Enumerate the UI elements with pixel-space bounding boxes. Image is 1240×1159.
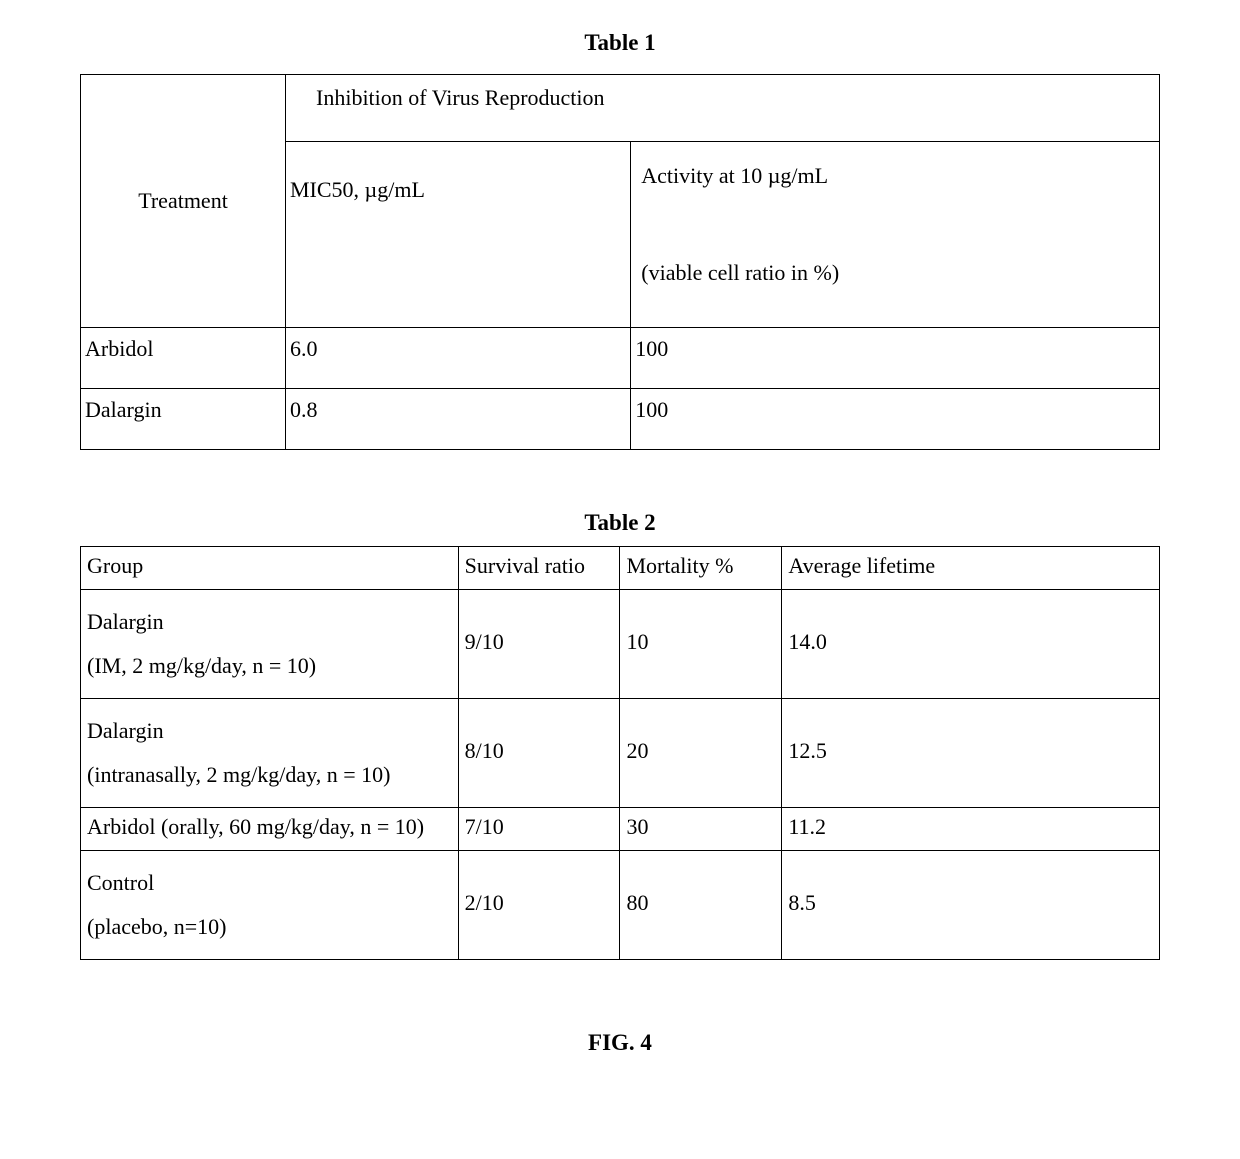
table2-cell-mortality: 20	[620, 699, 782, 808]
table2-cell-mortality: 80	[620, 851, 782, 960]
table2-title: Table 2	[80, 510, 1160, 536]
table2-cell-group: Arbidol (orally, 60 mg/kg/day, n = 10)	[81, 808, 459, 851]
table2-header-group: Group	[81, 547, 459, 590]
table1-cell-treatment: Dalargin	[81, 389, 286, 450]
table1: Treatment Inhibition of Virus Reproducti…	[80, 74, 1160, 450]
table2-group-line1: Dalargin	[87, 718, 164, 743]
table-row: Control (placebo, n=10) 2/10 80 8.5	[81, 851, 1160, 960]
table1-cell-activity: 100	[631, 328, 1160, 389]
table2-cell-survival: 7/10	[458, 808, 620, 851]
table2-cell-survival: 8/10	[458, 699, 620, 808]
table2-header-survival: Survival ratio	[458, 547, 620, 590]
table2-cell-survival: 2/10	[458, 851, 620, 960]
table1-header-mic50: MIC50, µg/mL	[286, 142, 631, 328]
table1-header-row1: Treatment Inhibition of Virus Reproducti…	[81, 75, 1160, 142]
table-row: Dalargin (IM, 2 mg/kg/day, n = 10) 9/10 …	[81, 590, 1160, 699]
table1-cell-treatment: Arbidol	[81, 328, 286, 389]
table2-group-line1: Dalargin	[87, 609, 164, 634]
table1-header-activity: Activity at 10 µg/mL (viable cell ratio …	[631, 142, 1160, 328]
table2-group-line2: (IM, 2 mg/kg/day, n = 10)	[87, 653, 316, 678]
table2-group-line2: (intranasally, 2 mg/kg/day, n = 10)	[87, 762, 390, 787]
table1-header-span: Inhibition of Virus Reproduction	[286, 75, 1160, 142]
table1-cell-mic50: 0.8	[286, 389, 631, 450]
table2-cell-survival: 9/10	[458, 590, 620, 699]
table1-title: Table 1	[80, 30, 1160, 56]
table2-cell-mortality: 10	[620, 590, 782, 699]
table2-cell-group: Dalargin (IM, 2 mg/kg/day, n = 10)	[81, 590, 459, 699]
table2-cell-lifetime: 12.5	[782, 699, 1160, 808]
table1-header-treatment: Treatment	[81, 75, 286, 328]
table-row: Arbidol (orally, 60 mg/kg/day, n = 10) 7…	[81, 808, 1160, 851]
table1-header-activity-line2: (viable cell ratio in %)	[641, 260, 839, 285]
table2-cell-lifetime: 8.5	[782, 851, 1160, 960]
table2-header-row: Group Survival ratio Mortality % Average…	[81, 547, 1160, 590]
table1-cell-mic50: 6.0	[286, 328, 631, 389]
table1-header-activity-line1: Activity at 10 µg/mL	[641, 163, 828, 188]
table2-header-lifetime: Average lifetime	[782, 547, 1160, 590]
figure-label: FIG. 4	[80, 1030, 1160, 1056]
table-row: Dalargin (intranasally, 2 mg/kg/day, n =…	[81, 699, 1160, 808]
table2-cell-mortality: 30	[620, 808, 782, 851]
table1-cell-activity: 100	[631, 389, 1160, 450]
table2-cell-group: Control (placebo, n=10)	[81, 851, 459, 960]
table2-cell-lifetime: 11.2	[782, 808, 1160, 851]
table-row: Dalargin 0.8 100	[81, 389, 1160, 450]
table2-group-line1: Control	[87, 870, 154, 895]
table2-group-line2: (placebo, n=10)	[87, 914, 226, 939]
table-row: Arbidol 6.0 100	[81, 328, 1160, 389]
table2-cell-lifetime: 14.0	[782, 590, 1160, 699]
table2-cell-group: Dalargin (intranasally, 2 mg/kg/day, n =…	[81, 699, 459, 808]
table2: Group Survival ratio Mortality % Average…	[80, 546, 1160, 960]
table2-header-mortality: Mortality %	[620, 547, 782, 590]
